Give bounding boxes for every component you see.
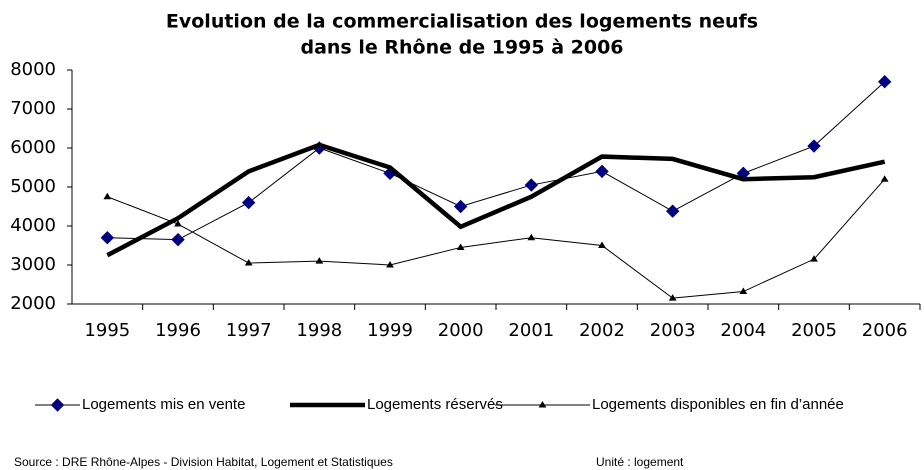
x-tick-label: 1997 <box>226 320 272 341</box>
legend-marker <box>50 398 65 412</box>
triangle-marker <box>668 294 677 301</box>
diamond-marker <box>453 199 468 214</box>
chart-title: Evolution de la commercialisation des lo… <box>166 11 758 33</box>
legend-label: Logements disponibles en fin d’année <box>592 396 844 413</box>
x-tick-label: 2000 <box>438 320 484 341</box>
y-tick-label: 6000 <box>10 137 56 158</box>
x-tick-label: 2002 <box>579 320 625 341</box>
y-tick-label: 4000 <box>10 215 56 236</box>
triangle-marker <box>244 259 253 266</box>
diamond-marker <box>100 230 115 245</box>
series-line <box>107 178 886 299</box>
x-tick-label: 2006 <box>862 320 908 341</box>
triangle-marker <box>456 243 465 250</box>
y-tick-label: 5000 <box>10 176 56 197</box>
legend-label: Logements réservés <box>367 396 503 413</box>
x-tick-label: 2001 <box>508 320 554 341</box>
triangle-marker <box>739 287 748 295</box>
diamond-marker <box>877 74 892 89</box>
triangle-marker <box>880 175 889 182</box>
x-tick-label: 2005 <box>791 320 837 341</box>
diamond-marker <box>241 195 256 210</box>
x-tick-label: 1998 <box>296 320 342 341</box>
triangle-marker <box>810 255 818 262</box>
diamond-marker <box>807 139 821 153</box>
diamond-marker <box>595 164 609 179</box>
y-tick-label: 7000 <box>10 98 56 119</box>
y-tick-label: 2000 <box>10 293 56 314</box>
chart-title: dans le Rhône de 1995 à 2006 <box>300 37 623 59</box>
diamond-marker <box>171 232 185 247</box>
x-tick-label: 1996 <box>155 320 201 341</box>
triangle-marker <box>103 192 112 200</box>
series-line <box>106 142 886 258</box>
x-tick-label: 2004 <box>720 320 766 341</box>
x-tick-label: 1999 <box>367 320 413 341</box>
triangle-marker <box>527 233 536 241</box>
triangle-marker <box>386 261 394 268</box>
triangle-marker <box>174 220 182 227</box>
series-line <box>107 81 886 241</box>
legend-label: Logements mis en vente <box>82 396 245 413</box>
source: Source : DRE Rhône-Alpes - Division Habi… <box>14 455 393 469</box>
triangle-marker <box>598 241 606 248</box>
unit: Unité : logement <box>596 455 684 469</box>
y-tick-label: 3000 <box>10 254 56 275</box>
y-tick-label: 8000 <box>10 59 56 80</box>
x-tick-label: 1995 <box>84 320 130 341</box>
triangle-marker <box>315 257 324 264</box>
diamond-marker <box>665 204 680 218</box>
diamond-marker <box>524 178 539 192</box>
legend-marker <box>538 401 547 408</box>
x-tick-label: 2003 <box>650 320 696 341</box>
